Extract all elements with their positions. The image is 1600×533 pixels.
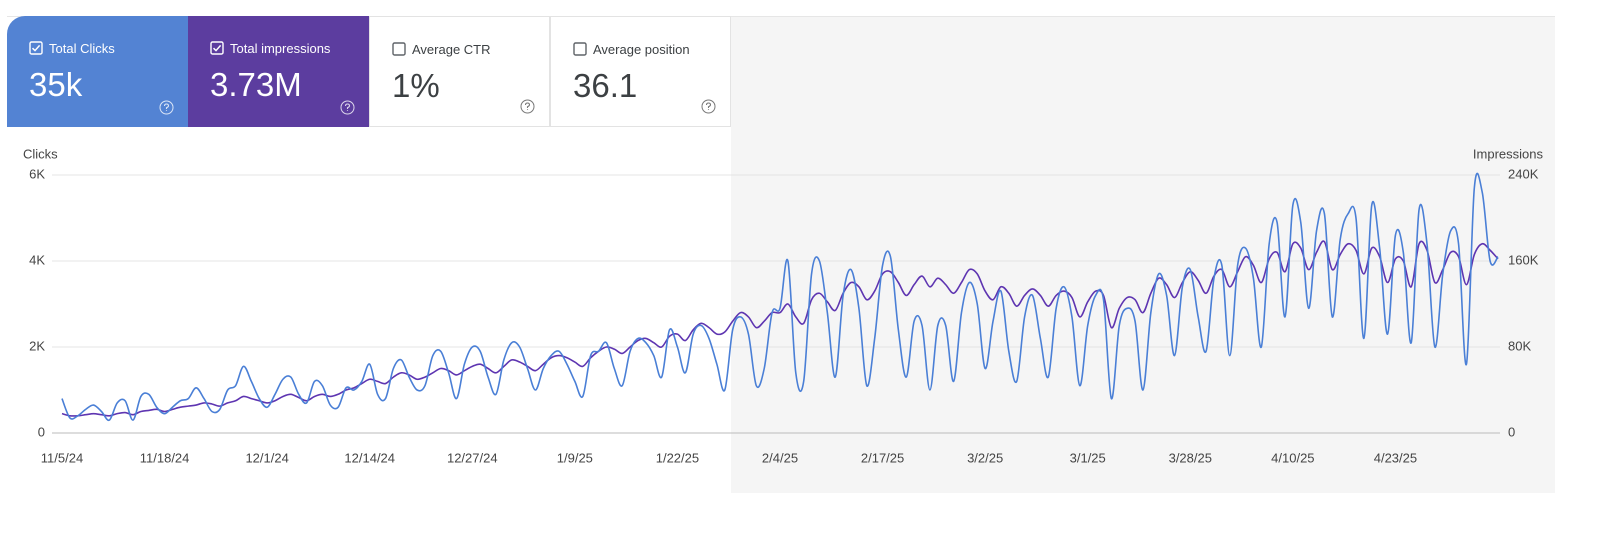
y-tick-label: 0 <box>38 424 45 439</box>
metric-label: Total impressions <box>230 41 331 56</box>
checkbox[interactable] <box>210 41 224 55</box>
checkbox-frame <box>29 41 43 55</box>
x-tick-label: 3/1/25 <box>1070 450 1106 465</box>
metric-value: 35k <box>29 66 83 103</box>
y-axis-title: Clicks <box>23 146 58 161</box>
y2-tick-label: 160K <box>1508 252 1539 267</box>
x-tick-label: 11/18/24 <box>140 450 190 465</box>
help-mark <box>705 102 712 110</box>
x-tick-label: 4/23/25 <box>1374 450 1417 465</box>
checkbox[interactable] <box>392 42 406 56</box>
x-tick-label: 2/17/25 <box>861 450 904 465</box>
y-tick-label: 4K <box>29 252 45 267</box>
series-line <box>61 172 1499 422</box>
help-icon[interactable] <box>701 99 716 114</box>
x-tick-label: 12/1/24 <box>245 450 288 465</box>
x-tick-label: 11/5/24 <box>41 450 83 465</box>
metric-card[interactable]: Total Clicks 35k <box>7 16 188 127</box>
checkmark <box>31 44 41 52</box>
help-icon[interactable] <box>340 100 355 115</box>
checkbox[interactable] <box>29 41 43 55</box>
y2-tick-label: 80K <box>1508 338 1531 353</box>
metric-value: 3.73M <box>210 66 302 103</box>
x-tick-label: 1/9/25 <box>557 450 593 465</box>
y-tick-label: 2K <box>29 338 45 353</box>
metric-value: 36.1 <box>573 67 638 104</box>
metric-label: Average position <box>593 42 690 57</box>
x-tick-label: 3/2/25 <box>967 450 1003 465</box>
metric-label: Average CTR <box>412 42 491 57</box>
x-tick-label: 3/28/25 <box>1169 450 1212 465</box>
checkbox-frame <box>573 42 587 56</box>
x-tick-label: 12/14/24 <box>344 450 395 465</box>
help-mark <box>163 103 170 111</box>
y-tick-label: 6K <box>29 166 45 181</box>
metric-label: Total Clicks <box>49 41 115 56</box>
help-icon[interactable] <box>159 100 174 115</box>
y2-axis-title: Impressions <box>1473 146 1544 161</box>
frame <box>7 16 1555 494</box>
y2-tick-label: 0 <box>1508 424 1515 439</box>
help-circle <box>340 100 355 115</box>
checkbox-frame <box>392 42 406 56</box>
checkbox-frame <box>210 41 224 55</box>
metric-card[interactable]: Average CTR 1% <box>369 16 550 127</box>
x-tick-label: 2/4/25 <box>762 450 798 465</box>
x-tick-label: 12/27/24 <box>447 450 498 465</box>
help-circle <box>701 99 716 114</box>
help-icon[interactable] <box>520 99 535 114</box>
metric-card[interactable]: Total impressions 3.73M <box>188 16 369 127</box>
x-tick-label: 1/22/25 <box>656 450 699 465</box>
checkmark <box>212 44 222 52</box>
help-circle <box>159 100 174 115</box>
x-tick-label: 4/10/25 <box>1271 450 1314 465</box>
checkbox[interactable] <box>573 42 587 56</box>
help-mark <box>524 102 531 110</box>
metric-card[interactable]: Average position 36.1 <box>550 16 731 127</box>
metric-value: 1% <box>392 67 440 104</box>
y2-tick-label: 240K <box>1508 166 1539 181</box>
help-circle <box>520 99 535 114</box>
help-mark <box>344 103 351 111</box>
